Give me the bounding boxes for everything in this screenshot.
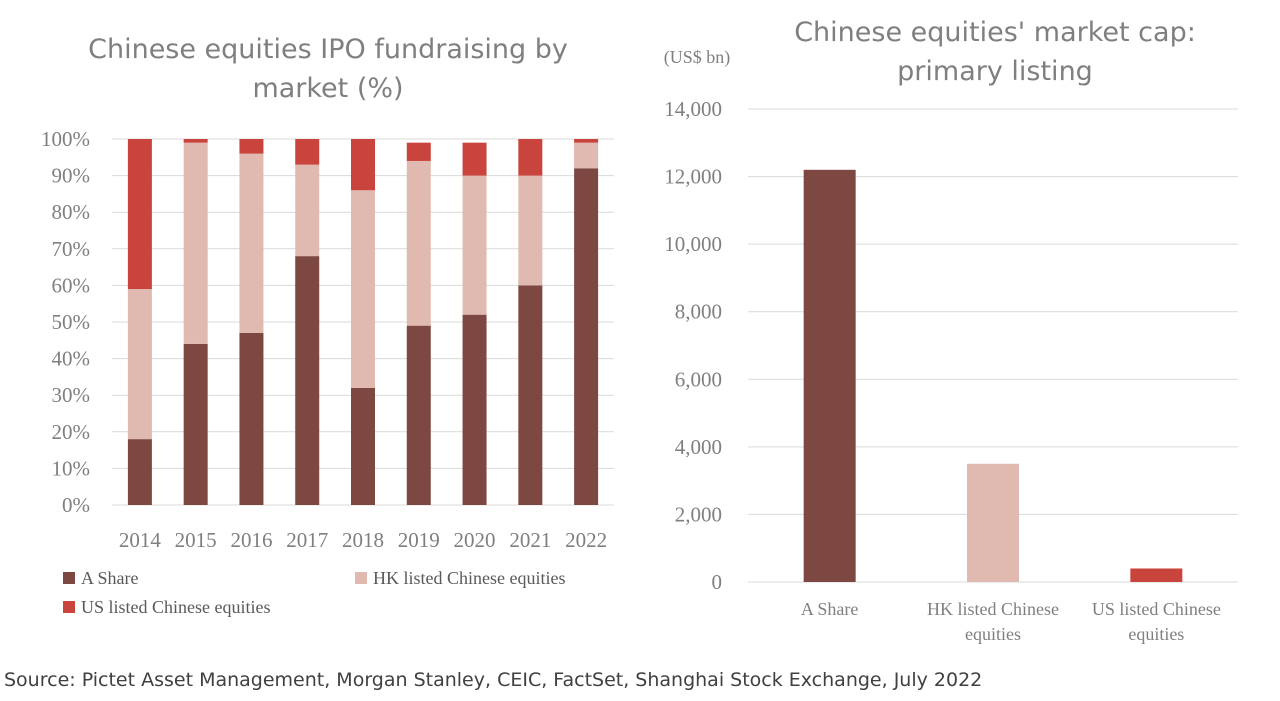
left-y-tick-label: 100% xyxy=(41,127,90,151)
bar-2020-us xyxy=(462,142,487,176)
left-y-tick-label: 90% xyxy=(52,164,91,188)
bar-2021-hk xyxy=(518,175,543,286)
legend-swatch-hk xyxy=(355,572,367,584)
right-y-tick-label: 0 xyxy=(712,570,723,594)
left-x-tick-label: 2016 xyxy=(230,528,272,552)
bar-2015-us xyxy=(183,139,208,143)
left-y-tick-label: 50% xyxy=(52,310,91,334)
bar-2014-us xyxy=(127,139,152,290)
bar-2018-a-share xyxy=(351,387,375,505)
left-y-tick-label: 60% xyxy=(52,273,91,297)
legend-swatch-a-share xyxy=(63,572,75,584)
legend-swatch-us xyxy=(63,601,75,613)
right-x-tick-label: equities xyxy=(965,624,1021,644)
bar-2020-hk xyxy=(462,175,487,315)
market-cap-chart: Chinese equities' market cap: primary li… xyxy=(664,17,1238,644)
ipo-fundraising-chart: Chinese equities IPO fundraising by mark… xyxy=(41,34,614,617)
right-y-tick-label: 12,000 xyxy=(664,165,722,189)
bar-2017-hk xyxy=(295,164,320,257)
right-x-tick-label: HK listed Chinese xyxy=(927,599,1059,619)
bar-a-share xyxy=(803,169,856,583)
bar-2018-hk xyxy=(351,190,375,388)
left-x-tick-label: 2019 xyxy=(398,528,440,552)
right-chart-title-line-1: Chinese equities' market cap: xyxy=(794,17,1196,48)
left-x-tick-label: 2017 xyxy=(286,528,328,552)
right-chart-unit-label: (US$ bn) xyxy=(664,47,731,68)
bar-2019-hk xyxy=(406,160,431,326)
bar-2015-hk xyxy=(183,142,208,344)
left-chart-title-line-2: market (%) xyxy=(252,73,403,104)
left-x-tick-label: 2021 xyxy=(509,528,551,552)
bar-2019-a-share xyxy=(406,325,431,505)
bar-2022-a-share xyxy=(574,168,599,505)
right-y-tick-label: 14,000 xyxy=(664,97,722,121)
bar-2021-a-share xyxy=(518,285,543,505)
left-x-tick-label: 2014 xyxy=(119,528,162,552)
bar-us xyxy=(1130,568,1183,582)
right-y-tick-label: 2,000 xyxy=(675,502,722,526)
bar-2021-us xyxy=(518,139,543,176)
right-x-tick-label: equities xyxy=(1128,624,1184,644)
bar-2022-hk xyxy=(574,142,599,169)
right-y-tick-label: 8,000 xyxy=(675,300,722,324)
legend-label-hk: HK listed Chinese equities xyxy=(373,568,565,588)
left-y-tick-label: 40% xyxy=(52,347,91,371)
right-y-tick-label: 6,000 xyxy=(675,367,722,391)
legend-label-a-share: A Share xyxy=(81,568,139,588)
legend-label-us: US listed Chinese equities xyxy=(81,597,270,617)
left-chart-title-line-1: Chinese equities IPO fundraising by xyxy=(88,34,568,65)
left-x-tick-label: 2018 xyxy=(342,528,384,552)
bar-2017-a-share xyxy=(295,256,320,505)
bar-2019-us xyxy=(406,142,431,161)
left-y-tick-label: 80% xyxy=(52,200,91,224)
bar-hk xyxy=(967,463,1019,582)
bar-2017-us xyxy=(295,139,320,165)
bar-2020-a-share xyxy=(462,314,487,505)
left-y-tick-label: 30% xyxy=(52,383,91,407)
left-y-tick-label: 70% xyxy=(52,237,91,261)
bar-2014-a-share xyxy=(127,439,152,505)
bar-2015-a-share xyxy=(183,343,208,505)
bar-2022-us xyxy=(574,139,599,143)
source-note: Source: Pictet Asset Management, Morgan … xyxy=(4,669,983,691)
bar-2018-us xyxy=(351,139,375,191)
left-x-tick-label: 2022 xyxy=(565,528,607,552)
left-x-tick-label: 2015 xyxy=(175,528,217,552)
bar-2016-hk xyxy=(239,153,264,333)
left-legend: A Share HK listed Chinese equities US li… xyxy=(63,568,565,617)
right-chart-title-line-2: primary listing xyxy=(897,56,1093,87)
left-x-tick-label: 2020 xyxy=(454,528,496,552)
bar-2016-us xyxy=(239,139,264,154)
left-y-tick-label: 10% xyxy=(52,456,91,480)
bar-2014-hk xyxy=(127,289,152,440)
left-y-tick-label: 0% xyxy=(62,493,90,517)
right-y-tick-label: 10,000 xyxy=(664,232,722,256)
left-y-tick-label: 20% xyxy=(52,420,91,444)
right-x-tick-label: US listed Chinese xyxy=(1092,599,1221,619)
bar-2016-a-share xyxy=(239,332,264,505)
right-y-tick-label: 4,000 xyxy=(675,435,722,459)
right-x-tick-label: A Share xyxy=(801,599,859,619)
